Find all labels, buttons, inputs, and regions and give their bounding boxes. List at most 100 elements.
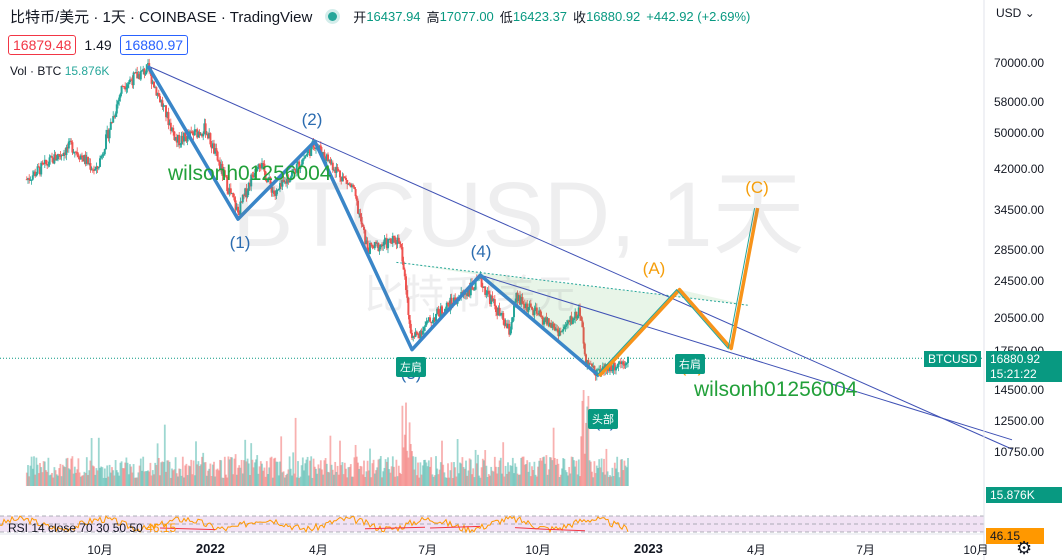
volume-bar xyxy=(498,460,501,486)
candle-body xyxy=(400,244,403,248)
volume-bar xyxy=(377,459,380,486)
volume-bar xyxy=(505,473,508,486)
candle-body xyxy=(413,335,416,337)
candle-body xyxy=(106,130,109,135)
volume-bar xyxy=(323,460,326,486)
candle-body xyxy=(117,101,119,105)
rsi-legend[interactable]: RSI 14 close 70 30 50 50 46.15 xyxy=(8,521,176,535)
wave-a-label[interactable]: (A) xyxy=(642,259,666,278)
candle-body xyxy=(275,190,278,196)
volume-bar xyxy=(126,462,129,486)
gear-icon[interactable]: ⚙ xyxy=(1016,538,1033,558)
candle-body xyxy=(531,306,533,310)
volume-bar xyxy=(253,462,256,486)
volume-bar xyxy=(193,475,196,486)
time-tick-label: 2022 xyxy=(195,541,225,556)
volume-bar xyxy=(550,457,553,486)
candle-body xyxy=(177,135,179,143)
candle-body xyxy=(484,286,487,295)
candle-body xyxy=(47,164,50,166)
volume-legend[interactable]: Vol · BTC 15.876K xyxy=(10,64,109,78)
buy-button[interactable]: 16880.97 xyxy=(119,35,189,55)
symbol-title[interactable]: 比特币/美元 · 1天 · COINBASE · TradingView xyxy=(10,8,313,26)
candle-body xyxy=(616,367,619,369)
volume-bar xyxy=(165,471,167,486)
volume-bar xyxy=(166,460,169,486)
candle-body xyxy=(199,134,202,136)
volume-bar xyxy=(39,463,41,486)
volume-bar xyxy=(108,464,111,486)
volume-bar xyxy=(395,459,398,486)
wave-1-label[interactable]: (1) xyxy=(229,233,251,252)
wave-c-label[interactable]: (C) xyxy=(745,178,769,197)
candle-body xyxy=(454,297,457,302)
volume-bar xyxy=(509,465,512,486)
volume-bar xyxy=(258,466,261,486)
candle-body xyxy=(307,148,310,152)
volume-bar xyxy=(305,459,308,486)
symbol-watermark: BTCUSD, 1天 xyxy=(232,164,805,266)
volume-bar xyxy=(479,477,482,486)
volume-bar xyxy=(448,477,451,486)
high-label: 高 xyxy=(426,9,440,25)
volume-bar xyxy=(419,462,422,486)
volume-bar xyxy=(51,472,53,486)
price-tick-label: 28500.00 xyxy=(994,242,1045,257)
time-tick-label: 2023 xyxy=(633,541,663,556)
volume-bar xyxy=(184,465,187,486)
candle-body xyxy=(543,320,545,325)
volume-bar xyxy=(427,460,430,486)
left-shoulder-label[interactable]: 左肩 xyxy=(396,357,426,377)
candlestick-series xyxy=(25,58,629,381)
right-shoulder-label[interactable]: 右肩 xyxy=(675,354,705,374)
volume-bar xyxy=(337,474,340,486)
currency-selector[interactable]: USD ⌄ xyxy=(996,6,1035,20)
volume-bar xyxy=(623,460,626,486)
volume-bar xyxy=(54,470,57,486)
sell-button[interactable]: 16879.48 xyxy=(8,35,77,55)
volume-bar xyxy=(396,476,399,486)
candle-body xyxy=(515,292,518,302)
rsi-legend-label: RSI 14 close 70 30 50 50 xyxy=(8,521,143,535)
volume-bar xyxy=(603,458,605,486)
candle-body xyxy=(71,142,74,153)
volume-bar xyxy=(333,474,335,486)
volume-bar xyxy=(412,456,415,486)
chevron-down-icon: ⌄ xyxy=(1024,6,1035,20)
author-watermark-1[interactable]: wilsonh01256004 xyxy=(168,162,332,185)
volume-bar xyxy=(303,470,305,486)
head-label[interactable]: 头部 xyxy=(588,409,618,429)
spread-value: 1.49 xyxy=(84,37,112,53)
author-watermark-2[interactable]: wilsonh01256004 xyxy=(694,378,858,401)
candle-body xyxy=(376,242,379,244)
candle-body xyxy=(155,87,158,96)
volume-bar xyxy=(322,474,325,486)
candle-body xyxy=(288,180,291,183)
candle-body xyxy=(103,149,106,155)
wave-4-label[interactable]: (4) xyxy=(470,242,492,261)
volume-bar xyxy=(531,466,533,486)
candle-body xyxy=(141,70,143,72)
candle-body xyxy=(67,141,70,149)
volume-bar xyxy=(67,468,70,486)
volume-bar xyxy=(89,460,92,486)
volume-bar xyxy=(563,458,566,486)
volume-bar xyxy=(359,465,362,486)
volume-bar xyxy=(60,476,63,486)
candle-body xyxy=(550,322,553,328)
volume-bar xyxy=(411,451,413,486)
candle-body xyxy=(385,238,388,249)
volume-bar xyxy=(553,457,556,486)
candle-body xyxy=(289,176,292,181)
candle-body xyxy=(347,183,350,185)
wave-2-label[interactable]: (2) xyxy=(301,110,323,129)
candle-body xyxy=(280,183,283,187)
volume-bar xyxy=(341,462,344,486)
candle-body xyxy=(485,293,488,295)
volume-bar xyxy=(130,466,133,486)
candle-body xyxy=(193,129,196,136)
candle-body xyxy=(257,164,260,169)
volume-bar xyxy=(313,466,316,486)
volume-bar xyxy=(185,463,188,486)
